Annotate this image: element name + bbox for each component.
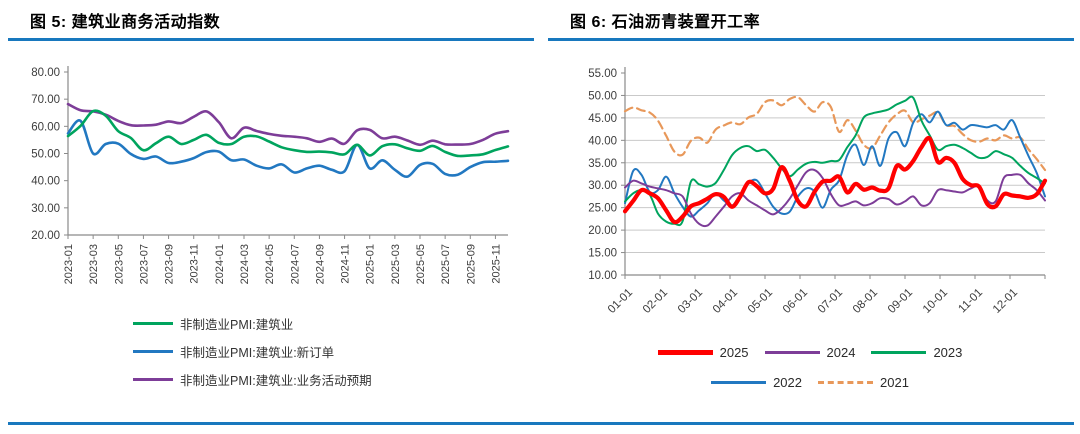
x-tick-label: 2025-09 (465, 244, 477, 284)
y-tick-label: 70.00 (31, 94, 60, 106)
x-tick-label: 2024-07 (289, 244, 301, 284)
x-tick-label: 03-01 (676, 287, 705, 316)
y-tick-label: 50.00 (31, 149, 60, 161)
x-tick-label: 07-01 (816, 287, 845, 316)
x-tick-label: 2023-01 (63, 244, 75, 284)
legend-swatch-2023 (871, 350, 927, 354)
x-tick-label: 01-01 (606, 287, 635, 316)
x-tick-label: 2024-11 (340, 244, 352, 284)
x-tick-label: 2025-01 (365, 244, 377, 284)
legend-item-非制造业PMI:建筑业:新订单: 非制造业PMI:建筑业:新订单 (133, 342, 334, 361)
legend-label: 2024 (826, 344, 856, 360)
y-tick-label: 40.00 (31, 176, 60, 188)
series-非制造业PMI:建筑业:业务活动预期-line (66, 102, 510, 147)
figure-5-title: 图 5: 建筑业商务活动指数 (30, 14, 221, 31)
bottom-divider (8, 422, 1074, 425)
figure-6-title-underline (548, 38, 1074, 41)
y-tick-label: 55.00 (588, 68, 617, 80)
legend-label: 非制造业PMI:建筑业:新订单 (180, 346, 335, 360)
x-tick-label: 2023-11 (189, 244, 201, 284)
legend-row: 非制造业PMI:建筑业:新订单 (133, 342, 372, 361)
x-tick-label: 2023-05 (113, 244, 125, 284)
figure6-line-chart: 10.00 15.00 20.00 25.00 30.00 35.00 40.00 45.00… (588, 67, 1048, 316)
x-tick-label: 04-01 (711, 287, 740, 316)
x-tick-label: 12-01 (991, 287, 1020, 316)
legend-swatch-2021 (818, 380, 873, 384)
y-tick-label: 20.00 (31, 230, 60, 242)
legend-label: 2022 (773, 374, 802, 390)
x-tick-label: 2025-11 (490, 244, 502, 284)
x-tick-label: 2024-03 (239, 244, 251, 284)
series-2022-line (624, 110, 1046, 218)
legend-item-2021: 2021 (818, 375, 909, 390)
y-tick-label: 15.00 (588, 248, 617, 260)
x-tick-label: 2023-03 (88, 244, 100, 284)
x-tick-label: 06-01 (781, 287, 810, 316)
figure-6-title: 图 6: 石油沥青装置开工率 (570, 14, 761, 31)
legend-item-2025: 2025 (657, 344, 749, 360)
x-tick-label: 2024-01 (214, 244, 226, 284)
y-tick-label: 20.00 (588, 225, 617, 237)
x-tick-label: 10-01 (921, 287, 950, 316)
x-tick-label: 2023-09 (164, 244, 176, 284)
figure-6-panel: 图 6: 石油沥青装置开工率 10.00 15.00 20.00 25.00 30.00… (540, 0, 1080, 434)
legend-label: 非制造业PMI:建筑业 (180, 318, 294, 332)
figure-5-legend: 非制造业PMI:建筑业非制造业PMI:建筑业:新订单非制造业PMI:建筑业:业务… (133, 314, 372, 398)
legend-item-非制造业PMI:建筑业:业务活动预期: 非制造业PMI:建筑业:业务活动预期 (133, 370, 372, 389)
figure-6-legend: 2025 2024 2023 2022 2021 (540, 342, 1080, 402)
x-tick-label: 09-01 (886, 287, 915, 316)
legend-item-2024: 2024 (764, 344, 856, 360)
x-tick-label: 2025-03 (390, 244, 402, 284)
series-非制造业PMI:建筑业:新订单-line (66, 119, 510, 178)
legend-row: 2025 2024 2023 (540, 342, 1080, 362)
figure5-line-chart: 20.00 30.00 40.00 50.00 60.00 70.00 80.00 2023-… (31, 66, 510, 284)
legend-label: 2023 (933, 344, 963, 360)
legend-item-2023: 2023 (871, 345, 962, 360)
legend-label: 非制造业PMI:建筑业:业务活动预期 (180, 374, 372, 388)
legend-row: 非制造业PMI:建筑业 (133, 314, 372, 333)
y-tick-label: 10.00 (588, 270, 617, 282)
y-tick-label: 60.00 (31, 121, 60, 133)
legend-item-非制造业PMI:建筑业: 非制造业PMI:建筑业 (133, 314, 293, 333)
y-tick-label: 30.00 (588, 180, 617, 192)
y-tick-label: 25.00 (588, 203, 617, 215)
legend-swatch-2022 (711, 380, 767, 384)
legend-swatch-非制造业PMI:建筑业 (133, 322, 173, 325)
legend-swatch-2025 (657, 349, 713, 355)
y-tick-label: 40.00 (588, 135, 617, 147)
series-2023-line (624, 95, 1046, 227)
y-tick-label: 30.00 (31, 203, 60, 215)
figure-5-panel: 图 5: 建筑业商务活动指数 20.00 30.00 40.00 50.00 60.00… (0, 14, 535, 398)
x-tick-label: 02-01 (641, 287, 670, 316)
y-tick-label: 50.00 (588, 90, 617, 102)
y-tick-label: 80.00 (31, 67, 60, 79)
legend-swatch-非制造业PMI:建筑业:业务活动预期 (133, 378, 173, 381)
legend-row: 2022 2021 (540, 372, 1080, 392)
x-tick-label: 08-01 (851, 287, 880, 316)
legend-label: 2021 (880, 374, 909, 390)
series-2021-line (623, 95, 1047, 172)
legend-label: 2025 (719, 344, 749, 360)
legend-row: 非制造业PMI:建筑业:业务活动预期 (133, 370, 372, 389)
x-tick-label: 2023-07 (138, 244, 150, 284)
y-tick-label: 35.00 (588, 158, 617, 170)
legend-swatch-2024 (764, 350, 820, 354)
figure-5-chart: 20.00 30.00 40.00 50.00 60.00 70.00 80.00 2023-… (0, 52, 535, 323)
figure-5-title-underline (8, 38, 534, 41)
y-tick-label: 45.00 (588, 113, 617, 125)
series-2025-line (622, 135, 1048, 225)
x-tick-label: 2024-09 (314, 244, 326, 284)
x-tick-label: 2024-05 (264, 244, 276, 284)
series-非制造业PMI:建筑业-line (66, 109, 510, 158)
x-tick-label: 11-01 (956, 287, 985, 316)
x-tick-label: 2025-07 (440, 244, 452, 284)
legend-item-2022: 2022 (711, 375, 802, 390)
figure-6-chart: 10.00 15.00 20.00 25.00 30.00 35.00 40.00 45.00… (540, 52, 1078, 347)
legend-swatch-非制造业PMI:建筑业:新订单 (133, 350, 173, 353)
x-tick-label: 2025-05 (415, 244, 427, 284)
x-tick-label: 05-01 (746, 287, 775, 316)
